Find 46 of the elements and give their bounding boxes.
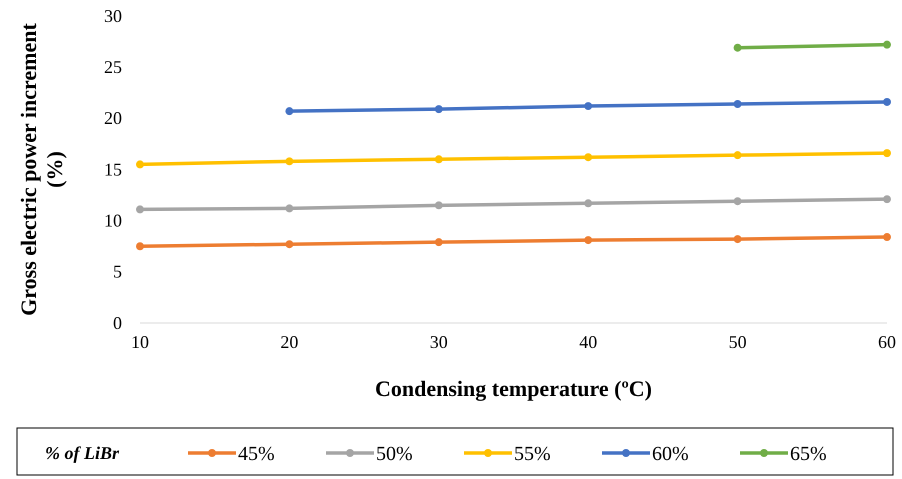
point [883,98,891,106]
legend-title: % of LiBr [45,443,120,463]
point [584,153,592,162]
point [285,240,294,248]
point [285,157,294,166]
point [734,100,742,108]
y-tick-label: 25 [104,56,122,77]
y-tick-label: 5 [113,262,122,282]
point [285,107,294,116]
point [883,40,891,49]
point [734,151,742,160]
point [883,149,891,158]
point [136,205,144,214]
x-axis-title: Condensing temperature (ºC) [375,376,652,401]
point [734,197,742,206]
point [285,204,294,212]
y-axis-title: Gross electric power increment (%) [16,22,67,316]
x-tick-label: 10 [131,332,149,352]
y-tick-label: 15 [104,159,122,180]
y-tick-label: 10 [104,210,122,230]
legend-label: 50% [376,443,413,465]
y-tick-label: 20 [104,108,122,128]
legend-label: 45% [238,443,275,465]
point [434,155,443,164]
legend-label: 60% [652,443,689,465]
point [883,233,891,242]
point [434,238,443,246]
y-tick-label: 30 [104,6,122,26]
point [734,235,742,244]
x-tick-label: 50 [728,332,747,352]
point [734,44,742,52]
point [584,236,592,244]
point [434,201,443,210]
y-tick-label: 0 [113,312,122,333]
x-tick-label: 40 [579,332,598,352]
legend-label: 65% [790,443,827,465]
x-tick-label: 60 [878,332,896,352]
point [584,102,592,110]
point [883,195,891,204]
point [136,242,144,250]
legend-label: 55% [514,443,551,465]
point [434,105,443,114]
point [584,199,592,208]
x-tick-label: 30 [430,332,448,352]
point [136,160,144,168]
x-tick-label: 20 [280,332,298,352]
